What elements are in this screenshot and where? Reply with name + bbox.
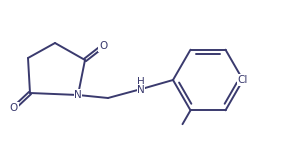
Text: N: N [137,85,145,95]
Text: Cl: Cl [238,75,248,85]
Text: H: H [137,77,145,87]
Text: N: N [74,90,82,100]
Text: O: O [99,41,107,51]
Text: O: O [10,103,18,113]
